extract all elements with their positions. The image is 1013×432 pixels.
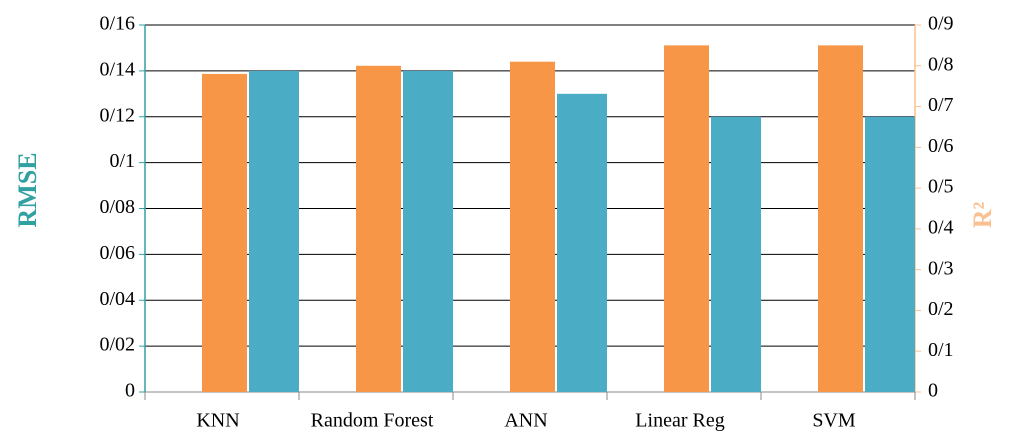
y-axis-title: RMSE [13, 152, 42, 227]
bar [865, 116, 915, 392]
y2-tick-label: 0/1 [928, 339, 954, 361]
bar [202, 73, 247, 392]
y-tick-label: 0/1 [109, 150, 135, 172]
y-tick-label: 0/14 [99, 58, 135, 80]
y2-tick-label: 0 [928, 380, 938, 402]
y-tick-label: 0/12 [99, 104, 135, 126]
bar [664, 45, 709, 393]
bar [403, 70, 453, 392]
y2-tick-label: 0/9 [928, 13, 954, 35]
x-tick-label: SVM [812, 410, 856, 432]
y-tick-label: 0/06 [99, 242, 135, 264]
bar [249, 70, 299, 392]
y2-tick-label: 0/4 [928, 216, 954, 238]
y-tick-label: 0/08 [99, 196, 135, 218]
bar [356, 65, 401, 393]
y-tick-label: 0/04 [99, 288, 135, 310]
x-tick-label: Random Forest [311, 410, 434, 432]
y2-tick-label: 0/7 [928, 94, 954, 116]
y-tick-label: 0/16 [99, 13, 135, 35]
y2-axis-title: R² [968, 202, 997, 229]
y-tick-label: 0/02 [99, 334, 135, 356]
y2-tick-label: 0/6 [928, 135, 954, 157]
y2-tick-label: 0/2 [928, 298, 954, 320]
x-tick-label: KNN [196, 410, 239, 432]
y2-tick-label: 0/5 [928, 176, 954, 198]
x-tick-label: ANN [504, 410, 547, 432]
bar [818, 45, 863, 393]
x-tick-label: Linear Reg [635, 410, 724, 432]
bar [557, 93, 607, 392]
bar [510, 61, 555, 392]
y-tick-label: 0 [125, 380, 135, 402]
y2-tick-label: 0/8 [928, 53, 954, 75]
bar [711, 116, 761, 392]
y2-tick-label: 0/3 [928, 257, 954, 279]
